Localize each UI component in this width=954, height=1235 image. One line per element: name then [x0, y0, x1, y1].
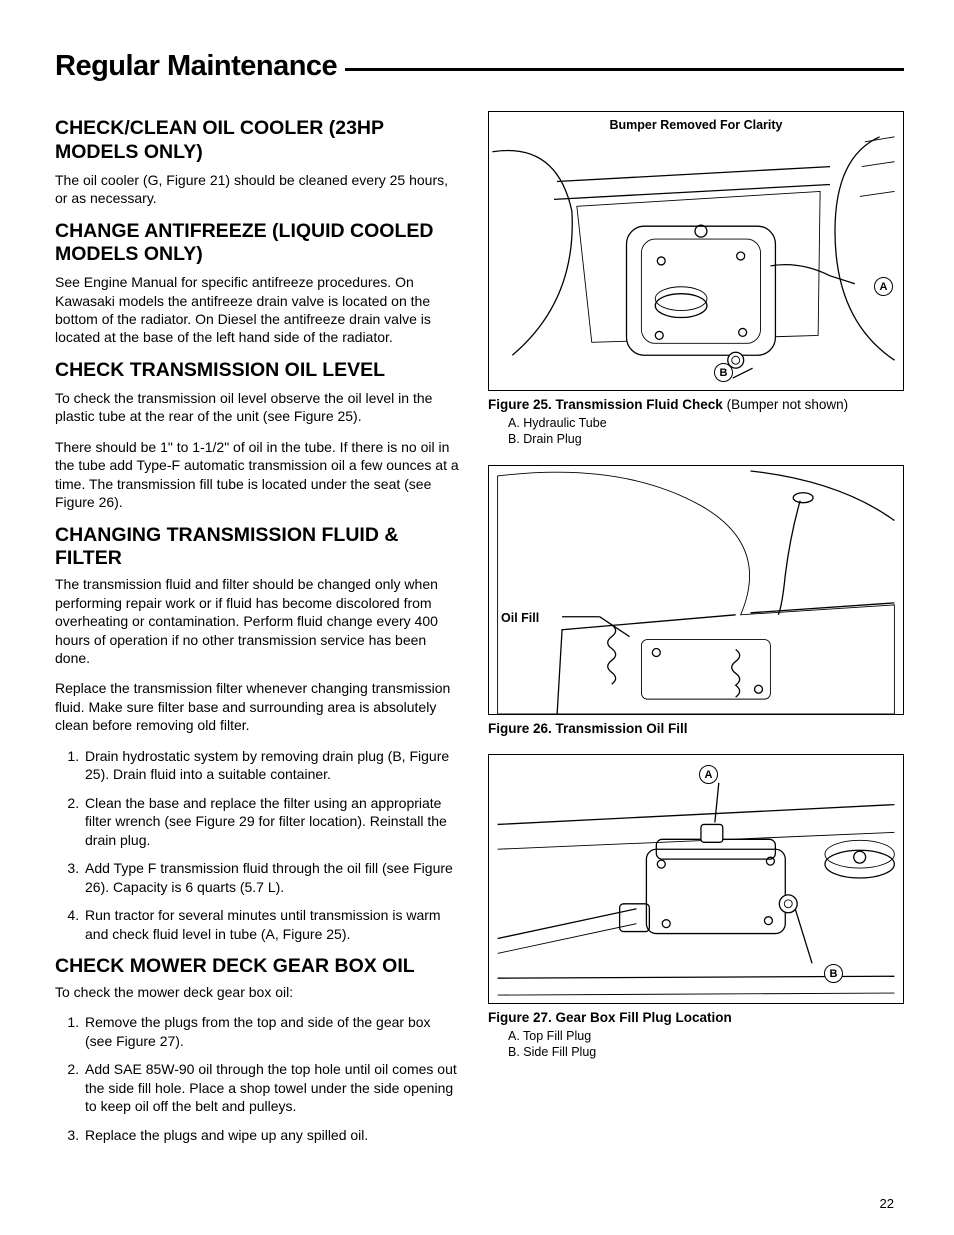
- page-heading-text: Regular Maintenance: [55, 50, 337, 83]
- figure-27-illustration: A B: [488, 754, 904, 1004]
- section-heading-oil-cooler: CHECK/CLEAN OIL COOLER (23HP MODELS ONLY…: [55, 117, 460, 165]
- step-item: Replace the plugs and wipe up any spille…: [83, 1126, 460, 1144]
- step-item: Remove the plugs from the top and side o…: [83, 1013, 460, 1050]
- step-item: Drain hydrostatic system by removing dra…: [83, 747, 460, 784]
- two-column-layout: CHECK/CLEAN OIL COOLER (23HP MODELS ONLY…: [55, 111, 904, 1156]
- figure-25-svg: [489, 112, 903, 390]
- body-paragraph: To check the mower deck gear box oil:: [55, 983, 460, 1001]
- body-paragraph: See Engine Manual for specific antifreez…: [55, 273, 460, 347]
- figure-caption-note: (Bumper not shown): [723, 397, 848, 412]
- step-item: Add Type F transmission fluid through th…: [83, 859, 460, 896]
- step-item: Run tractor for several minutes until tr…: [83, 906, 460, 943]
- figure-26-svg: [489, 466, 903, 714]
- legend-item: A. Hydraulic Tube: [508, 416, 904, 432]
- procedure-steps: Remove the plugs from the top and side o…: [55, 1013, 460, 1144]
- figure-caption-title: Figure 26. Transmission Oil Fill: [488, 721, 688, 736]
- section-heading-antifreeze: CHANGE ANTIFREEZE (LIQUID COOLED MODELS …: [55, 220, 460, 268]
- figure-caption-title: Figure 27. Gear Box Fill Plug Location: [488, 1010, 732, 1025]
- left-column: CHECK/CLEAN OIL COOLER (23HP MODELS ONLY…: [55, 111, 460, 1156]
- body-paragraph: The oil cooler (G, Figure 21) should be …: [55, 171, 460, 208]
- legend-item: B. Side Fill Plug: [508, 1045, 904, 1061]
- figure-27-svg: [489, 755, 903, 1003]
- callout-a: A: [874, 277, 893, 296]
- page-heading: Regular Maintenance: [55, 50, 904, 83]
- figure-25-caption: Figure 25. Transmission Fluid Check (Bum…: [488, 397, 904, 412]
- step-item: Clean the base and replace the filter us…: [83, 794, 460, 849]
- callout-b: B: [714, 363, 733, 382]
- page-number: 22: [880, 1196, 894, 1211]
- step-item: Add SAE 85W-90 oil through the top hole …: [83, 1060, 460, 1115]
- section-heading-check-trans-oil: CHECK TRANSMISSION OIL LEVEL: [55, 359, 460, 383]
- figure-25-illustration: Bumper Removed For Clarity: [488, 111, 904, 391]
- body-paragraph: Replace the transmission filter whenever…: [55, 679, 460, 734]
- figure-26-illustration: Oil Fill: [488, 465, 904, 715]
- figure-27-legend: A. Top Fill Plug B. Side Fill Plug: [508, 1029, 904, 1060]
- section-heading-gearbox-oil: CHECK MOWER DECK GEAR BOX OIL: [55, 955, 460, 979]
- legend-item: A. Top Fill Plug: [508, 1029, 904, 1045]
- section-heading-change-trans-fluid: CHANGING TRANSMISSION FLUID & FILTER: [55, 524, 460, 572]
- body-paragraph: The transmission fluid and filter should…: [55, 575, 460, 667]
- heading-rule: [345, 68, 904, 71]
- figure-overlay-label: Bumper Removed For Clarity: [608, 118, 785, 132]
- legend-item: B. Drain Plug: [508, 432, 904, 448]
- procedure-steps: Drain hydrostatic system by removing dra…: [55, 747, 460, 943]
- body-paragraph: There should be 1" to 1-1/2" of oil in t…: [55, 438, 460, 512]
- body-paragraph: To check the transmission oil level obse…: [55, 389, 460, 426]
- figure-27-caption: Figure 27. Gear Box Fill Plug Location: [488, 1010, 904, 1025]
- figure-oil-fill-label: Oil Fill: [499, 611, 541, 625]
- figure-26-caption: Figure 26. Transmission Oil Fill: [488, 721, 904, 736]
- right-column: Bumper Removed For Clarity: [488, 111, 904, 1156]
- figure-25-legend: A. Hydraulic Tube B. Drain Plug: [508, 416, 904, 447]
- figure-caption-title: Figure 25. Transmission Fluid Check: [488, 397, 723, 412]
